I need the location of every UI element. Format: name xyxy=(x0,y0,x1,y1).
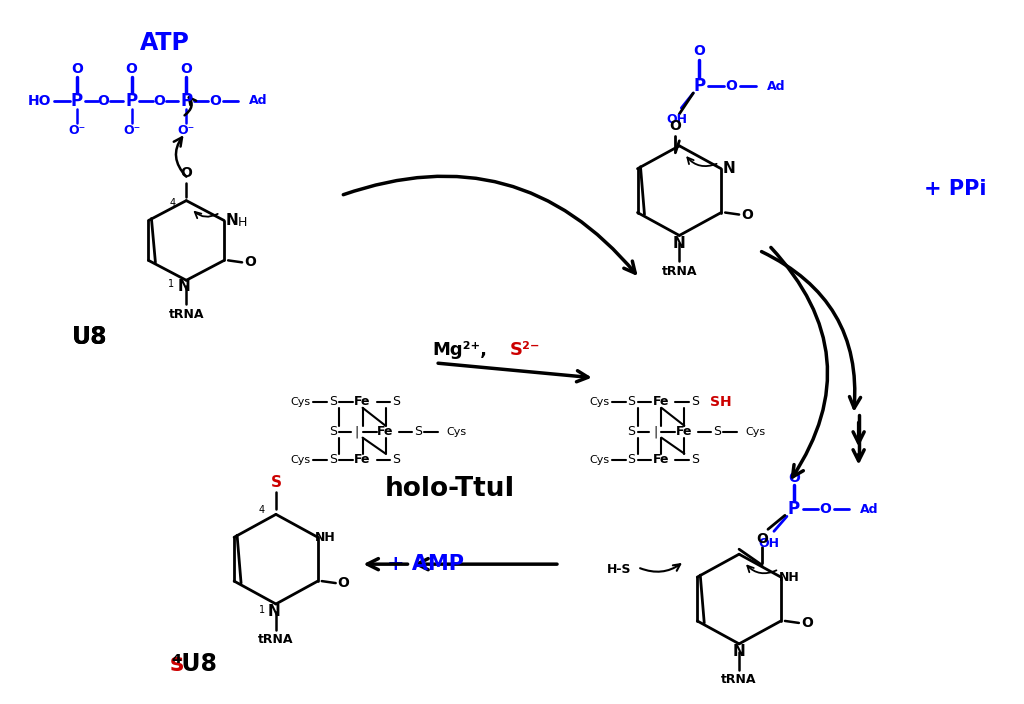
Text: O: O xyxy=(801,616,813,630)
Text: N: N xyxy=(225,213,239,228)
Text: O: O xyxy=(209,94,221,108)
Text: S: S xyxy=(713,425,721,438)
Text: Ad: Ad xyxy=(767,80,785,92)
Text: Cys: Cys xyxy=(446,427,466,436)
Text: Fe: Fe xyxy=(354,396,371,408)
Text: N: N xyxy=(673,236,686,251)
Text: tRNA: tRNA xyxy=(721,673,757,686)
Text: S: S xyxy=(329,453,337,466)
Text: P: P xyxy=(787,501,800,518)
Text: Cys: Cys xyxy=(291,455,311,465)
Text: 1: 1 xyxy=(259,605,265,615)
Text: P: P xyxy=(693,77,706,95)
Text: tRNA: tRNA xyxy=(169,308,204,320)
Text: O: O xyxy=(244,256,256,270)
Text: Cys: Cys xyxy=(590,397,609,407)
Text: H-S: H-S xyxy=(607,562,632,576)
Text: NH: NH xyxy=(315,531,336,543)
Text: SH: SH xyxy=(711,395,732,409)
Text: O: O xyxy=(154,94,165,108)
Text: Cys: Cys xyxy=(590,455,609,465)
Text: U8: U8 xyxy=(72,325,108,349)
Text: Fe: Fe xyxy=(676,425,692,438)
Text: O: O xyxy=(126,62,137,76)
Text: ⁴U8: ⁴U8 xyxy=(171,652,217,676)
Text: S: S xyxy=(628,396,636,408)
Text: 4: 4 xyxy=(169,198,175,208)
Text: + AMP: + AMP xyxy=(387,554,464,574)
Text: O⁻: O⁻ xyxy=(69,125,85,137)
Text: holo-TtuI: holo-TtuI xyxy=(385,477,515,503)
Text: N: N xyxy=(723,161,735,176)
Text: U8: U8 xyxy=(72,325,108,349)
Text: P: P xyxy=(180,92,193,110)
Text: S: S xyxy=(628,425,636,438)
Text: ATP: ATP xyxy=(139,31,189,55)
Text: O: O xyxy=(741,208,753,222)
Text: S²⁻: S²⁻ xyxy=(510,341,541,359)
Text: 1: 1 xyxy=(168,279,174,289)
Text: Cys: Cys xyxy=(291,397,311,407)
Text: tRNA: tRNA xyxy=(258,634,294,646)
Text: P: P xyxy=(71,92,83,110)
Text: tRNA: tRNA xyxy=(662,265,697,278)
Text: S: S xyxy=(691,396,699,408)
Text: S: S xyxy=(392,453,400,466)
Text: S: S xyxy=(415,425,422,438)
Text: Ad: Ad xyxy=(859,503,879,516)
Text: O: O xyxy=(97,94,110,108)
Text: + PPi: + PPi xyxy=(924,179,986,199)
Text: H: H xyxy=(238,216,247,229)
Text: O: O xyxy=(725,79,737,93)
Text: Fe: Fe xyxy=(354,453,371,466)
Text: 4: 4 xyxy=(259,505,265,515)
Text: S: S xyxy=(329,425,337,438)
Text: Fe: Fe xyxy=(653,453,670,466)
Text: N: N xyxy=(178,279,190,294)
Text: O: O xyxy=(338,576,349,590)
Text: OH: OH xyxy=(667,113,688,127)
Text: S: S xyxy=(392,396,400,408)
Text: O: O xyxy=(71,62,83,76)
Text: O: O xyxy=(819,503,830,516)
Text: S: S xyxy=(628,453,636,466)
Text: OH: OH xyxy=(759,536,779,550)
Text: O: O xyxy=(180,62,193,76)
Text: NH: NH xyxy=(778,571,800,584)
Text: HO: HO xyxy=(28,94,51,108)
Text: |: | xyxy=(653,425,657,438)
Text: |: | xyxy=(354,425,358,438)
Text: O: O xyxy=(670,119,681,133)
Text: Cys: Cys xyxy=(745,427,765,436)
Text: O: O xyxy=(756,532,768,546)
Text: N: N xyxy=(267,605,281,620)
Text: Fe: Fe xyxy=(653,396,670,408)
Text: O: O xyxy=(180,165,193,180)
Text: s: s xyxy=(169,652,183,676)
Text: O: O xyxy=(693,44,706,58)
Text: O⁻: O⁻ xyxy=(123,125,140,137)
Text: Mg²⁺,: Mg²⁺, xyxy=(433,341,487,359)
Text: Ad: Ad xyxy=(249,94,267,108)
Text: P: P xyxy=(126,92,137,110)
Text: S: S xyxy=(270,475,282,490)
Text: S: S xyxy=(691,453,699,466)
Text: S: S xyxy=(329,396,337,408)
Text: Fe: Fe xyxy=(377,425,394,438)
Text: O: O xyxy=(787,470,800,484)
Text: N: N xyxy=(733,644,745,660)
Text: O⁻: O⁻ xyxy=(178,125,195,137)
